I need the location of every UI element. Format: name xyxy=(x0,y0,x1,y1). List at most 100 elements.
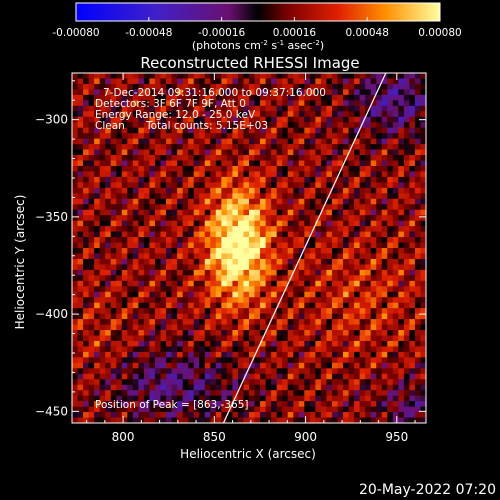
heatmap-cell xyxy=(221,319,228,325)
heatmap-cell xyxy=(154,215,161,222)
heatmap-cell xyxy=(254,182,261,189)
heatmap-cell xyxy=(287,280,294,287)
heatmap-cell xyxy=(166,193,172,200)
heatmap-cell xyxy=(381,335,388,342)
heatmap-cell xyxy=(348,155,355,161)
heatmap-cell xyxy=(110,204,117,211)
heatmap-cell xyxy=(215,171,222,178)
heatmap-cell xyxy=(403,198,410,205)
heatmap-cell xyxy=(326,351,333,358)
heatmap-cell xyxy=(221,204,228,211)
peak-position-text: Position of Peak = [863,-365] xyxy=(95,399,249,411)
heatmap-cell xyxy=(326,242,333,249)
heatmap-cell xyxy=(343,204,349,211)
heatmap-cell xyxy=(237,171,244,178)
heatmap-cell xyxy=(320,368,327,375)
heatmap-cell xyxy=(72,313,78,320)
heatmap-cell xyxy=(110,127,117,134)
heatmap-cell xyxy=(326,171,333,178)
heatmap-cell xyxy=(326,78,333,85)
heatmap-cell xyxy=(287,319,294,325)
heatmap-cell xyxy=(343,406,349,413)
heatmap-cell xyxy=(193,165,200,172)
heatmap-cell xyxy=(276,73,283,79)
heatmap-cell xyxy=(271,204,278,211)
heatmap-cell xyxy=(343,209,349,216)
heatmap-cell xyxy=(94,390,101,397)
heatmap-cell xyxy=(403,89,410,96)
axis-ticks: 800 850 900 950−300−350−400−450 xyxy=(35,73,426,444)
heatmap-cell xyxy=(77,340,84,347)
heatmap-cell xyxy=(287,390,294,397)
heatmap-cell xyxy=(320,165,327,172)
heatmap-cell xyxy=(271,417,278,423)
heatmap-cell xyxy=(315,275,322,282)
heatmap-cell xyxy=(370,368,377,375)
heatmap-cell xyxy=(293,319,300,325)
heatmap-cell xyxy=(409,165,416,172)
heatmap-cell xyxy=(376,412,383,418)
heatmap-cell xyxy=(326,226,333,232)
heatmap-cell xyxy=(309,258,316,265)
heatmap-cell xyxy=(304,165,311,172)
heatmap-cell xyxy=(88,406,95,413)
heatmap-cell xyxy=(199,258,206,265)
heatmap-cell xyxy=(387,264,394,271)
heatmap-cell xyxy=(365,384,372,391)
heatmap-cell xyxy=(154,346,161,353)
heatmap-cell xyxy=(171,351,178,358)
heatmap-cell xyxy=(110,105,117,112)
heatmap-cell xyxy=(370,237,377,243)
heatmap-cell xyxy=(149,291,156,298)
heatmap-cell xyxy=(287,73,294,79)
heatmap-cell xyxy=(182,313,189,320)
heatmap-cell xyxy=(132,127,139,134)
heatmap-cell xyxy=(166,335,172,342)
heatmap-cell xyxy=(326,160,333,167)
heatmap-cell xyxy=(293,412,300,418)
heatmap-cell xyxy=(304,116,311,123)
heatmap-cell xyxy=(127,127,134,134)
heatmap-cell xyxy=(110,187,117,194)
heatmap-cell xyxy=(265,111,272,118)
heatmap-cell xyxy=(171,412,178,418)
heatmap-cell xyxy=(199,187,206,194)
heatmap-cell xyxy=(77,330,84,336)
heatmap-cell xyxy=(121,215,128,222)
heatmap-cell xyxy=(398,357,405,364)
heatmap-cell xyxy=(88,351,95,358)
heatmap-cell xyxy=(160,89,167,96)
heatmap-cell xyxy=(149,198,156,205)
heatmap-cell xyxy=(387,417,394,423)
heatmap-cell xyxy=(237,406,244,413)
heatmap-cell xyxy=(149,275,156,282)
heatmap-cell xyxy=(110,269,117,276)
heatmap-cell xyxy=(260,297,266,304)
heatmap-cell xyxy=(343,165,349,172)
heatmap-cell xyxy=(243,340,250,347)
heatmap-cell xyxy=(116,297,123,304)
heatmap-cell xyxy=(365,269,372,276)
heatmap-cell xyxy=(271,127,278,134)
heatmap-cell xyxy=(188,248,195,254)
heatmap-cell xyxy=(370,258,377,265)
heatmap-cell xyxy=(127,390,134,397)
heatmap-cell xyxy=(215,248,222,254)
heatmap-cell xyxy=(210,138,217,145)
heatmap-cell xyxy=(237,379,244,386)
heatmap-cell xyxy=(77,280,84,287)
heatmap-cell xyxy=(199,357,206,364)
heatmap-cell xyxy=(343,275,349,282)
heatmap-cell xyxy=(182,122,189,129)
heatmap-cell xyxy=(304,182,311,189)
heatmap-cell xyxy=(149,89,156,96)
heatmap-cell xyxy=(160,111,167,118)
heatmap-cell xyxy=(309,248,316,254)
heatmap-cell xyxy=(249,401,255,407)
heatmap-cell xyxy=(160,302,167,309)
heatmap-cell xyxy=(160,313,167,320)
heatmap-cell xyxy=(127,319,134,325)
heatmap-cell xyxy=(193,357,200,364)
heatmap-cell xyxy=(265,379,272,386)
heatmap-cell xyxy=(414,204,421,211)
